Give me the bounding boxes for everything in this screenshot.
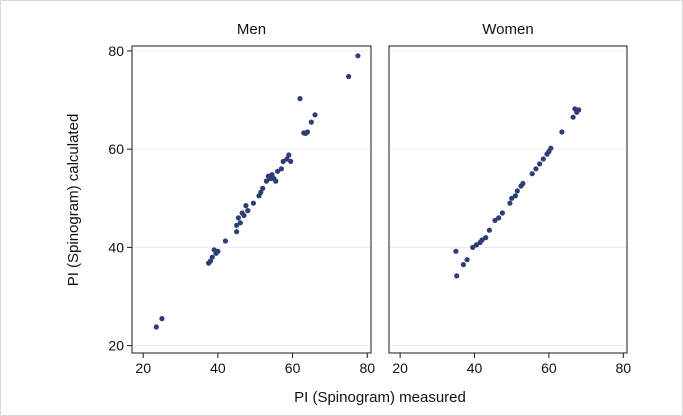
data-point [453, 248, 459, 254]
data-point [159, 316, 165, 322]
data-point [263, 178, 269, 184]
data-point [548, 145, 554, 151]
axis-ticks-women [399, 353, 624, 358]
data-point [245, 208, 251, 214]
data-point [473, 242, 479, 248]
x-tick-label: 20 [392, 360, 408, 376]
data-point [533, 166, 539, 172]
data-point [507, 200, 513, 206]
data-point [496, 215, 502, 221]
data-point [243, 203, 249, 209]
y-tick-label: 40 [108, 239, 124, 255]
x-tick-label: 40 [210, 360, 226, 376]
data-point [492, 217, 498, 223]
data-point [260, 185, 266, 191]
data-point [514, 188, 520, 194]
data-point [269, 172, 275, 178]
data-point [454, 273, 460, 279]
data-point [297, 96, 303, 102]
plot-area-women [388, 45, 628, 354]
data-point [286, 152, 292, 158]
data-point [308, 119, 314, 125]
data-point [576, 107, 582, 113]
data-point [275, 168, 281, 174]
axis-ticks-men [127, 50, 368, 358]
data-point [559, 129, 565, 135]
data-point [207, 258, 213, 264]
data-point [278, 166, 284, 172]
data-point [346, 73, 352, 80]
data-point [234, 222, 240, 228]
data-point [284, 156, 290, 162]
panel-title-men: Men [237, 21, 266, 38]
gridlines-men [133, 50, 370, 347]
data-point [234, 229, 240, 235]
x-tick-label: 80 [359, 360, 375, 376]
data-point [529, 171, 535, 177]
data-point [273, 178, 279, 184]
data-point [153, 324, 159, 330]
data-point [280, 158, 286, 164]
data-point [464, 257, 470, 263]
plot-area-men [131, 45, 372, 354]
y-axis-label: PI (Spinogram) calculated [65, 114, 82, 287]
data-point [537, 161, 543, 167]
data-point [235, 215, 241, 221]
data-point [288, 158, 294, 164]
data-point [304, 129, 311, 135]
x-tick-label: 60 [541, 360, 557, 376]
data-point [470, 244, 476, 250]
data-point [237, 220, 243, 226]
points-women [453, 106, 582, 279]
data-point [241, 212, 247, 219]
data-point [250, 200, 256, 206]
panel-title-women: Women [482, 21, 533, 38]
x-tick-label: 20 [135, 360, 151, 376]
data-point [520, 180, 526, 187]
data-point [258, 189, 264, 195]
gridlines-women [390, 50, 626, 347]
data-point [222, 238, 228, 244]
y-tick-label: 60 [108, 141, 124, 157]
data-point [460, 262, 466, 268]
data-point [512, 193, 519, 199]
data-point [355, 53, 361, 59]
data-point [267, 176, 273, 182]
data-point [215, 248, 221, 254]
data-point [312, 112, 318, 118]
panel-men [127, 45, 372, 358]
x-tick-labels: 20 40 60 80 20 40 60 80 [135, 360, 631, 376]
y-tick-labels: 20 40 60 80 [108, 43, 124, 354]
data-point [209, 254, 215, 260]
data-point [499, 210, 505, 216]
x-tick-label: 60 [285, 360, 301, 376]
points-men [153, 53, 361, 330]
data-point [479, 237, 485, 243]
x-tick-label: 40 [467, 360, 483, 376]
data-point [570, 114, 576, 120]
y-tick-label: 20 [108, 338, 124, 354]
y-tick-label: 80 [108, 43, 124, 59]
panel-women [388, 45, 628, 358]
x-axis-label: PI (Spinogram) measured [294, 389, 466, 406]
data-point [540, 156, 546, 162]
data-point [483, 235, 489, 241]
data-point [509, 195, 515, 201]
data-point [486, 227, 492, 233]
x-tick-label: 80 [615, 360, 631, 376]
